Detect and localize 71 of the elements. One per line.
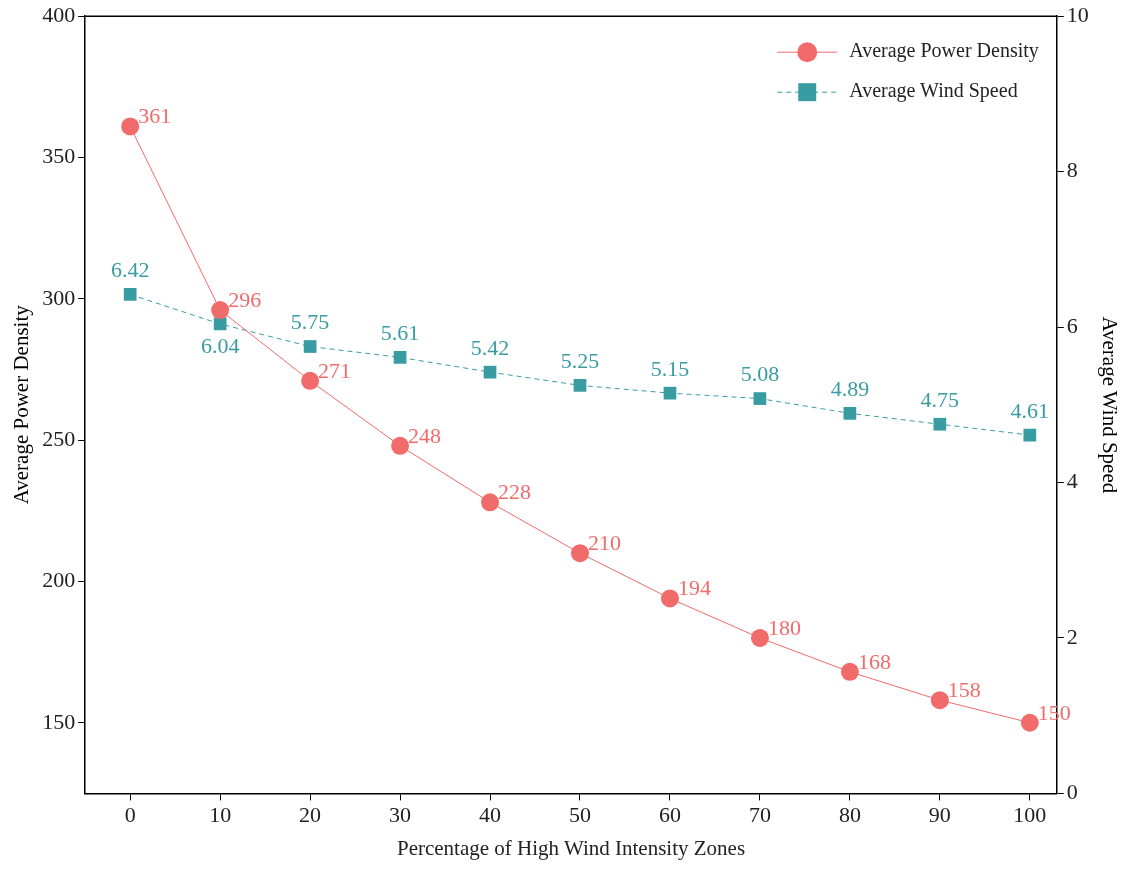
y2-tick-label: 6 bbox=[1066, 312, 1078, 338]
data-label: 228 bbox=[498, 479, 532, 505]
data-label: 271 bbox=[318, 357, 352, 383]
data-label: 361 bbox=[138, 103, 172, 129]
y-axis-title: Average Power Density bbox=[9, 304, 34, 505]
point bbox=[750, 628, 769, 647]
data-label: 5.15 bbox=[650, 355, 690, 381]
point bbox=[303, 340, 317, 353]
data-label: 5.75 bbox=[290, 309, 330, 335]
x-tick-label: 80 bbox=[838, 802, 861, 828]
x-tick-label: 70 bbox=[748, 802, 771, 828]
x-tick-label: 0 bbox=[124, 802, 136, 828]
point bbox=[930, 691, 949, 710]
data-label: 168 bbox=[857, 648, 891, 674]
y2-tick-label: 2 bbox=[1066, 623, 1078, 649]
y2-tick-label: 10 bbox=[1066, 1, 1089, 27]
y-tick-label: 300 bbox=[42, 284, 76, 310]
point bbox=[573, 379, 587, 392]
point bbox=[933, 417, 947, 431]
point bbox=[393, 351, 407, 364]
point bbox=[571, 544, 589, 563]
x-tick-label: 30 bbox=[389, 802, 412, 828]
y2-tick-label: 4 bbox=[1066, 468, 1078, 494]
x-tick-label: 20 bbox=[299, 802, 322, 828]
data-label: 5.61 bbox=[380, 320, 420, 346]
data-label: 5.25 bbox=[560, 348, 600, 374]
point bbox=[660, 589, 679, 608]
data-label: 6.04 bbox=[200, 332, 240, 358]
point bbox=[840, 662, 859, 681]
data-label: 6.42 bbox=[110, 257, 150, 283]
data-label: 4.61 bbox=[1010, 397, 1050, 423]
data-label: 194 bbox=[677, 575, 711, 601]
point bbox=[843, 406, 857, 420]
point bbox=[1023, 428, 1037, 442]
point bbox=[1020, 713, 1039, 732]
legend-label: Average Power Density bbox=[849, 39, 1039, 63]
point bbox=[211, 301, 230, 320]
x-tick-label: 60 bbox=[658, 802, 681, 828]
y-tick-label: 250 bbox=[42, 425, 76, 451]
y2-axis-title: Average Wind Speed bbox=[1097, 316, 1122, 494]
x-tick-label: 100 bbox=[1013, 802, 1047, 828]
y-tick-label: 400 bbox=[42, 1, 76, 27]
y2-tick-label: 8 bbox=[1066, 157, 1078, 183]
legend-label: Average Wind Speed bbox=[849, 79, 1018, 103]
data-label: 248 bbox=[408, 422, 442, 448]
x-tick-label: 10 bbox=[209, 802, 232, 828]
data-label: 210 bbox=[588, 529, 621, 555]
data-label: 4.75 bbox=[920, 387, 960, 413]
y-tick-label: 350 bbox=[42, 143, 76, 169]
x-tick-label: 40 bbox=[479, 802, 502, 828]
point bbox=[483, 365, 497, 379]
point bbox=[301, 371, 320, 390]
data-label: 158 bbox=[947, 676, 981, 702]
point bbox=[123, 288, 137, 301]
x-tick-label: 50 bbox=[569, 802, 591, 828]
y-tick-label: 150 bbox=[42, 708, 76, 734]
point bbox=[391, 436, 410, 455]
data-label: 296 bbox=[228, 286, 262, 312]
data-label: 4.89 bbox=[830, 376, 870, 402]
y2-tick-label: 0 bbox=[1066, 779, 1078, 805]
data-label: 5.08 bbox=[740, 361, 780, 387]
data-label: 5.42 bbox=[470, 334, 510, 360]
y-tick-label: 200 bbox=[42, 567, 76, 593]
point bbox=[753, 392, 767, 405]
point bbox=[481, 493, 500, 512]
point bbox=[663, 386, 677, 400]
point bbox=[213, 317, 227, 331]
x-axis-title: Percentage of High Wind Intensity Zones bbox=[396, 835, 746, 860]
point bbox=[121, 117, 140, 136]
x-tick-label: 90 bbox=[928, 802, 951, 828]
data-label: 180 bbox=[767, 614, 801, 640]
